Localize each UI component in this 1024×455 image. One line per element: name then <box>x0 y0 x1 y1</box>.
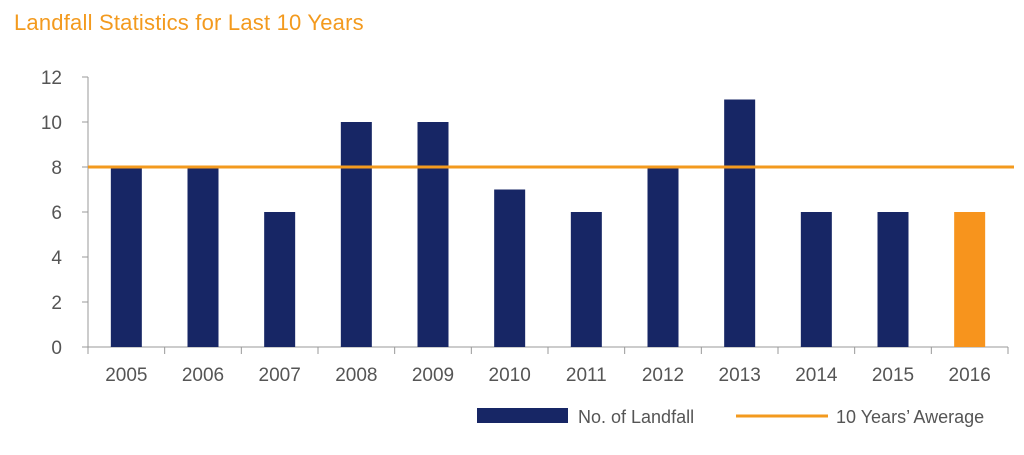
bar-2015 <box>877 212 909 347</box>
bar-2009 <box>417 122 449 347</box>
x-tick-label: 2013 <box>719 365 761 386</box>
x-tick-label: 2016 <box>949 365 991 386</box>
x-tick-label: 2014 <box>795 365 838 386</box>
bar-2016 <box>954 212 986 347</box>
bar-2012 <box>647 167 679 347</box>
legend-swatch-landfall <box>477 408 568 423</box>
x-axis: 2005 2006 2007 2008 2009 2010 2011 2012 2013 2014… <box>87 346 1009 386</box>
bar-2014 <box>800 212 832 347</box>
x-tick-label: 2011 <box>566 365 607 386</box>
legend-label-landfall: No. of Landfall <box>578 407 694 427</box>
bar-2007 <box>264 212 296 347</box>
x-tick-label: 2008 <box>335 365 377 386</box>
bar-2005 <box>110 167 142 347</box>
y-axis: 0 2 4 6 8 10 12 <box>41 68 89 359</box>
y-tick-label: 4 <box>51 248 62 269</box>
x-tick-label: 2007 <box>259 365 301 386</box>
x-tick-label: 2009 <box>412 365 454 386</box>
y-tick-label: 2 <box>51 293 62 314</box>
y-tick-label: 10 <box>41 113 62 134</box>
x-tick-label: 2012 <box>642 365 684 386</box>
bar-2011 <box>570 212 602 347</box>
y-tick-label: 8 <box>51 158 62 179</box>
bar-2010 <box>494 189 526 347</box>
x-tick-label: 2005 <box>105 365 147 386</box>
chart-title: Landfall Statistics for Last 10 Years <box>14 10 364 35</box>
x-tick-label: 2015 <box>872 365 914 386</box>
y-tick-label: 6 <box>51 203 62 224</box>
bar-2013 <box>724 99 756 347</box>
bar-2006 <box>187 167 219 347</box>
legend: No. of Landfall 10 Years’ Awerage <box>477 407 984 427</box>
y-tick-label: 0 <box>51 338 62 359</box>
legend-label-average: 10 Years’ Awerage <box>836 407 984 427</box>
x-tick-label: 2006 <box>182 365 224 386</box>
x-tick-label: 2010 <box>489 365 531 386</box>
bar-2008 <box>340 122 372 347</box>
y-tick-label: 12 <box>41 68 62 89</box>
bars <box>110 99 986 347</box>
